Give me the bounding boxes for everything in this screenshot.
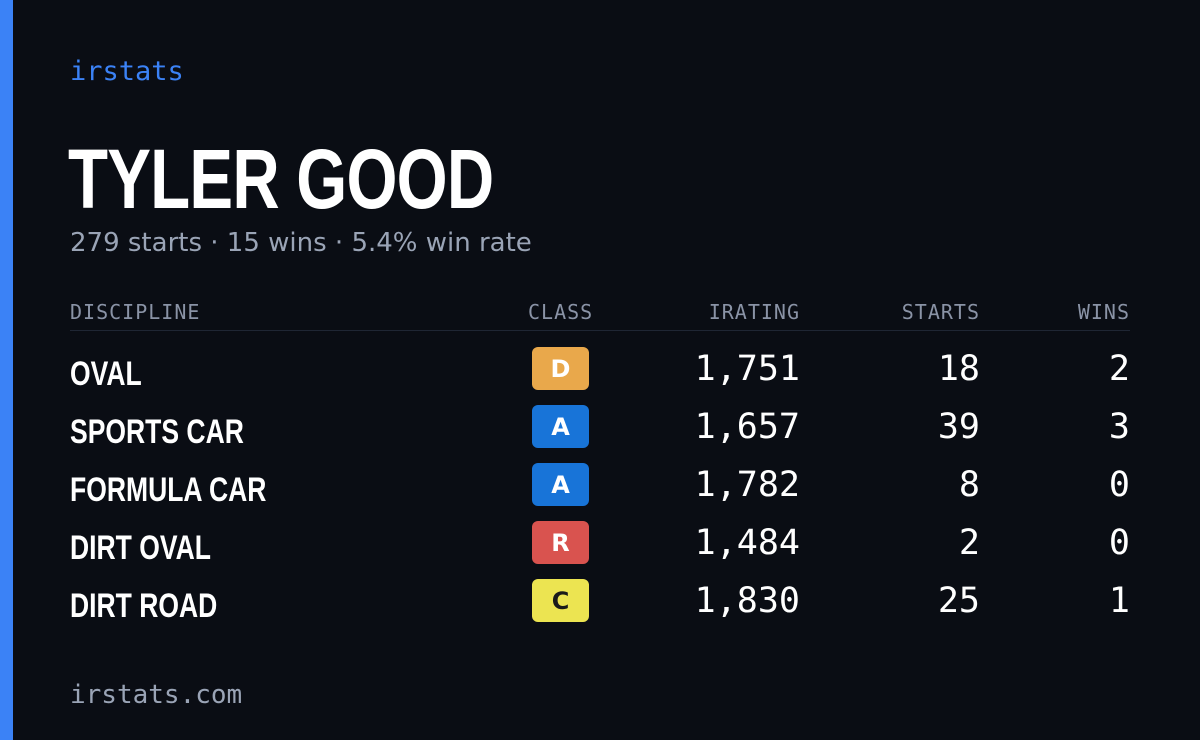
class-badge: R [532,521,589,564]
class-badge: A [532,405,589,448]
footer-url: irstats.com [70,680,243,710]
wins-value: 2 [1108,349,1130,389]
discipline-name: DIRT ROAD [70,587,218,625]
header-discipline: DISCIPLINE [70,300,201,324]
starts-value: 8 [958,465,980,505]
class-badge: C [532,579,589,622]
irating-value: 1,751 [694,349,800,389]
starts-value: 2 [958,523,980,563]
irating-value: 1,830 [694,581,800,621]
header-class: CLASS [528,300,594,324]
irating-value: 1,484 [694,523,800,563]
table-header: DISCIPLINE CLASS IRATING STARTS WINS [70,296,1130,331]
irating-value: 1,657 [694,407,800,447]
driver-summary: 279 starts · 15 wins · 5.4% win rate [70,228,532,258]
starts-value: 25 [937,581,980,621]
header-irating: IRATING [708,300,800,324]
accent-bar [0,0,13,740]
irating-value: 1,782 [694,465,800,505]
brand-logo: irstats [70,56,184,87]
wins-value: 0 [1108,523,1130,563]
class-badge: A [532,463,589,506]
wins-value: 3 [1108,407,1130,447]
discipline-name: SPORTS CAR [70,413,244,451]
class-badge: D [532,347,589,390]
table-row: DIRT OVAL R 1,484 2 0 [70,521,1130,579]
table-row: SPORTS CAR A 1,657 39 3 [70,405,1130,463]
starts-value: 18 [937,349,980,389]
discipline-name: DIRT OVAL [70,529,211,567]
discipline-name: FORMULA CAR [70,471,267,509]
stats-table: DISCIPLINE CLASS IRATING STARTS WINS OVA… [70,296,1130,637]
table-row: OVAL D 1,751 18 2 [70,347,1130,405]
table-row: DIRT ROAD C 1,830 25 1 [70,579,1130,637]
header-starts: STARTS [901,300,980,324]
wins-value: 0 [1108,465,1130,505]
wins-value: 1 [1108,581,1130,621]
driver-name: TYLER GOOD [68,132,494,226]
table-row: FORMULA CAR A 1,782 8 0 [70,463,1130,521]
starts-value: 39 [937,407,980,447]
header-wins: WINS [1077,300,1130,324]
discipline-name: OVAL [70,355,142,393]
